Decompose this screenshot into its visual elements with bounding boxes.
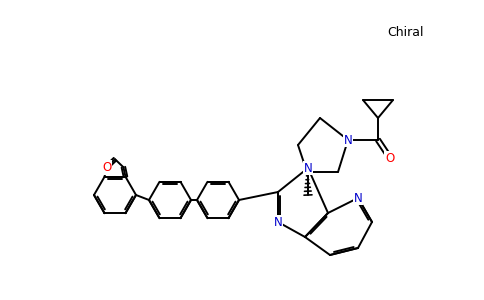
Text: N: N — [273, 215, 282, 229]
Text: O: O — [385, 152, 394, 164]
Text: N: N — [344, 134, 352, 146]
Text: O: O — [102, 161, 111, 174]
Text: N: N — [354, 191, 363, 205]
Text: N: N — [303, 161, 312, 175]
Text: Chiral: Chiral — [387, 26, 423, 38]
